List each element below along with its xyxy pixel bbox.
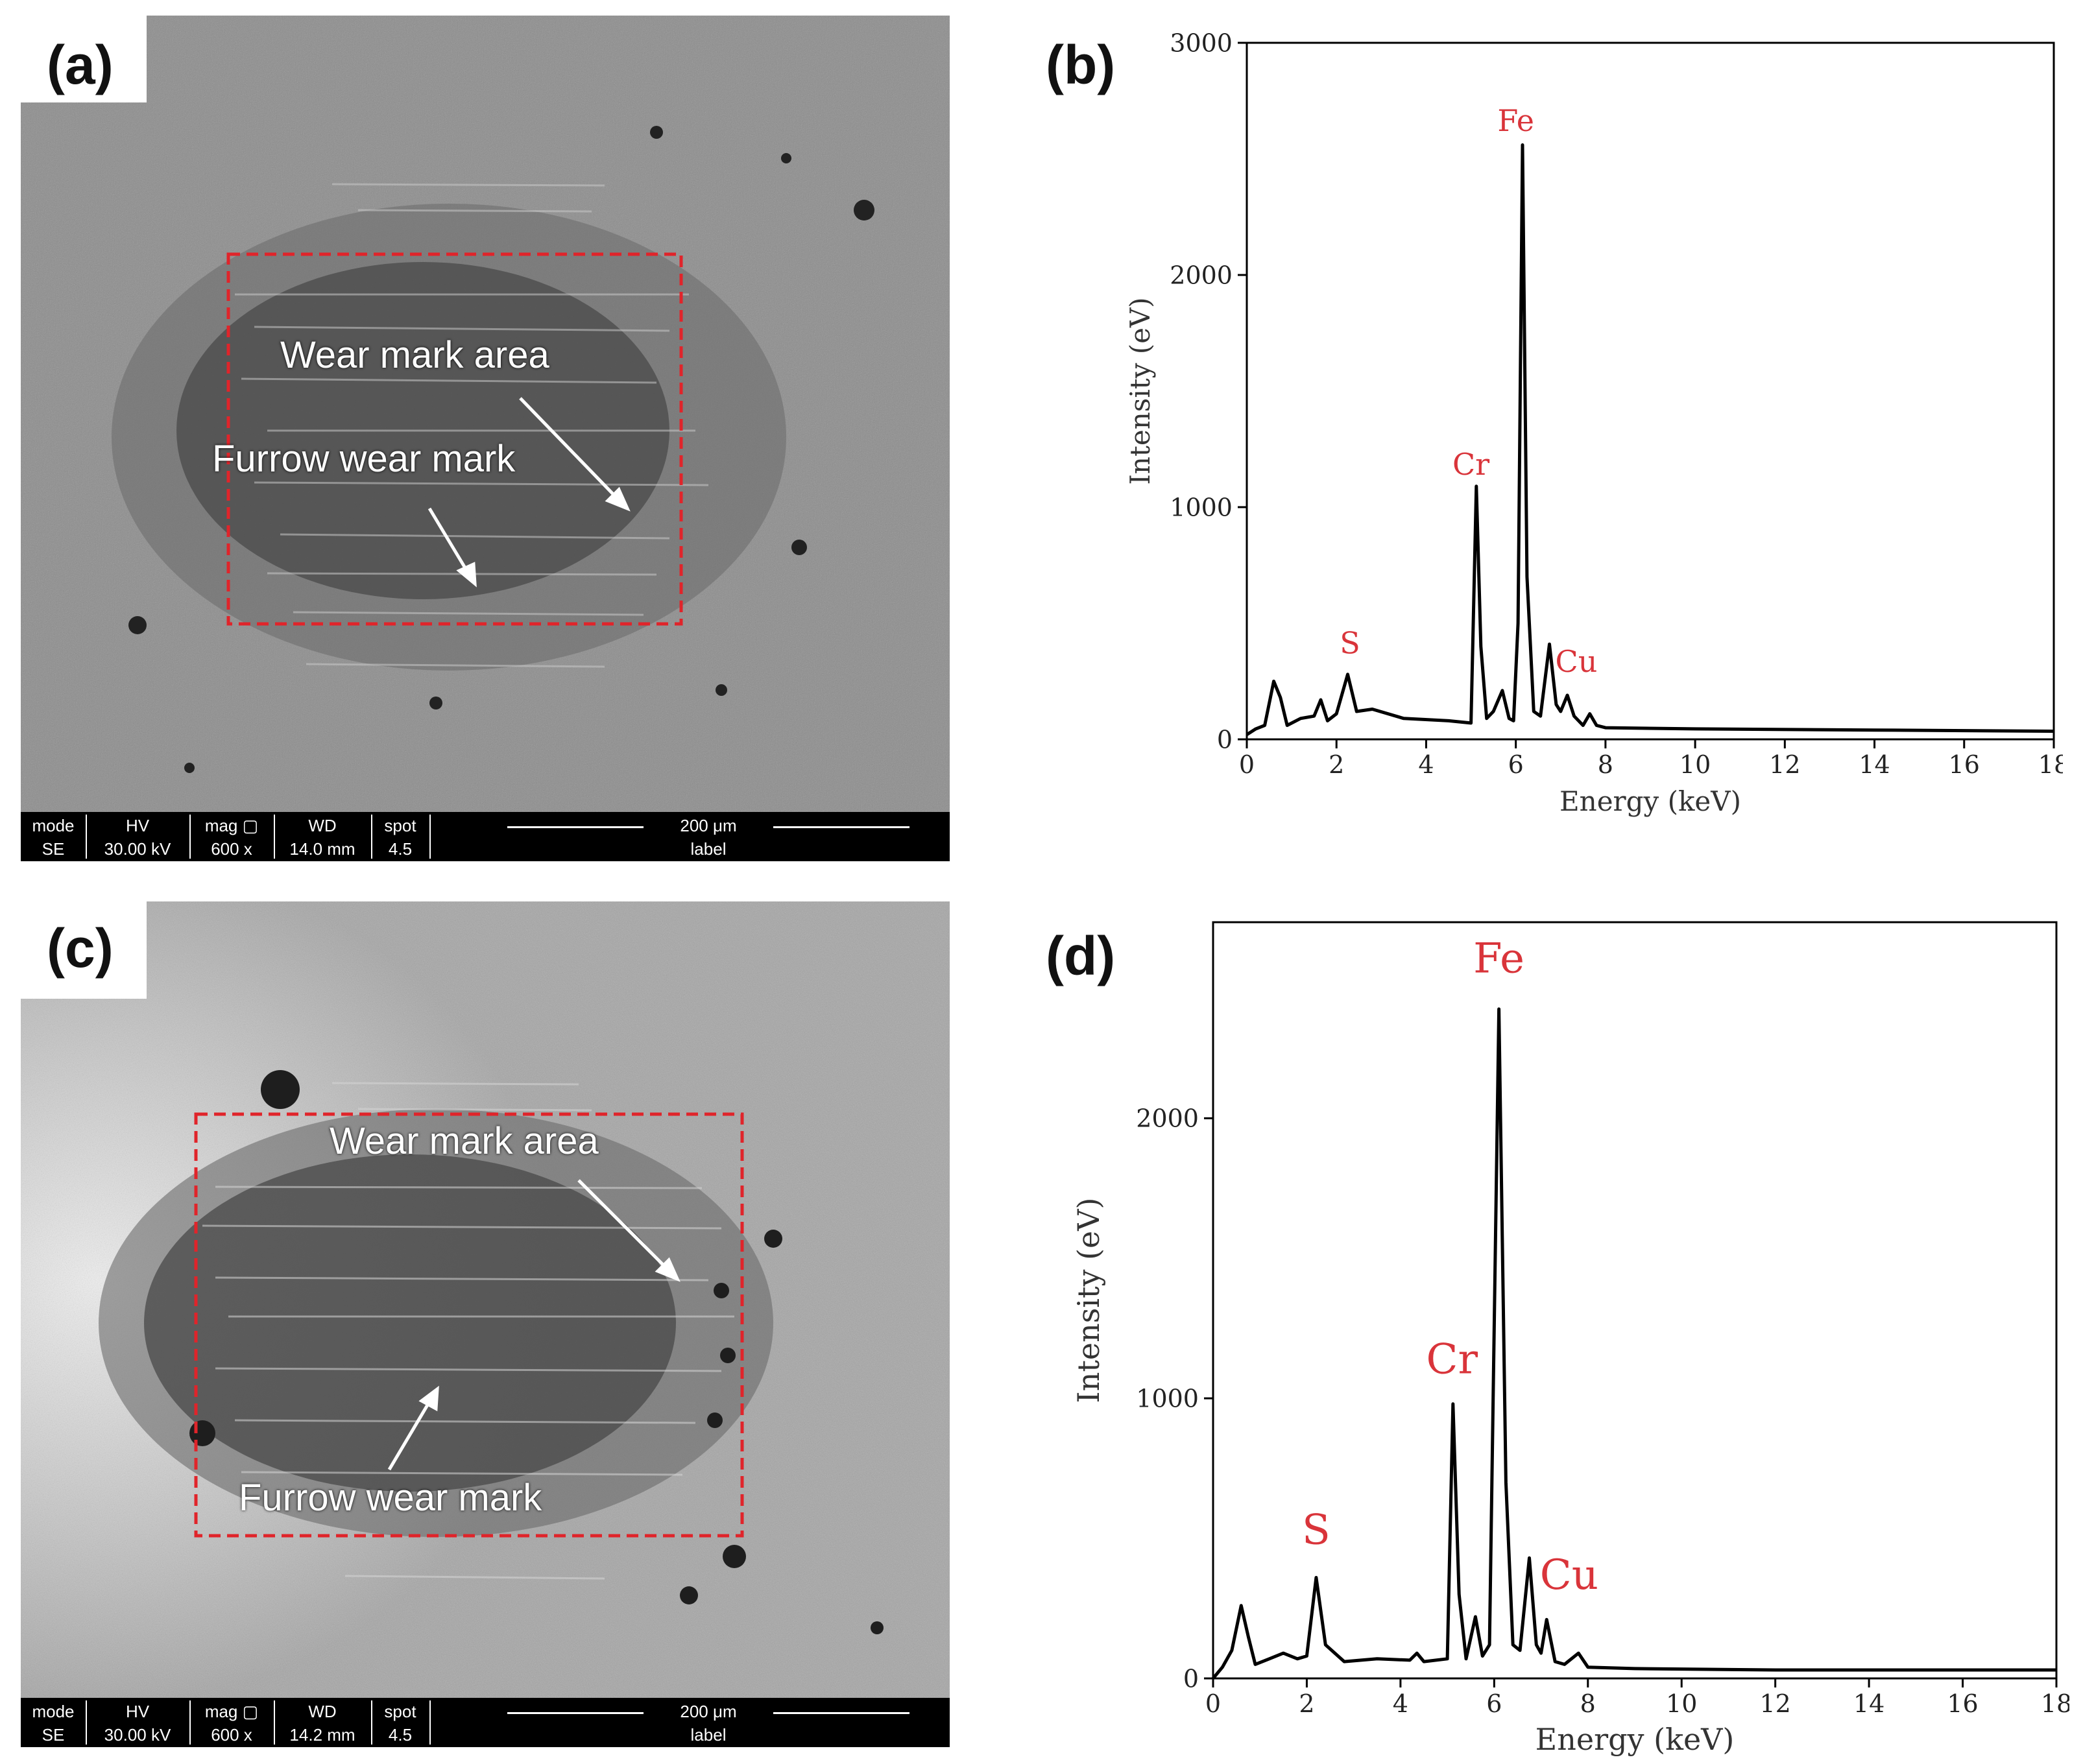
x-tick-label: 14 — [1853, 1689, 1884, 1718]
y-tick-label: 0 — [1183, 1664, 1199, 1693]
arrows-c — [387, 1179, 680, 1471]
x-tick-label: 16 — [1947, 1689, 1978, 1718]
x-tick-label: 8 — [1598, 750, 1613, 779]
databar-value-mode: SE — [42, 839, 65, 859]
peak-label-fe: Fe — [1473, 935, 1524, 983]
databar-divider — [371, 1700, 372, 1745]
x-tick-label: 0 — [1239, 750, 1255, 779]
x-tick-label: 18 — [2038, 750, 2063, 779]
plot-frame — [1246, 42, 2055, 741]
y-tick-label: 1000 — [1170, 493, 1233, 521]
y-tick-label: 2000 — [1136, 1104, 1199, 1133]
dashed-region-box-a — [226, 252, 683, 626]
x-axis-label: Energy (keV) — [1535, 1722, 1735, 1757]
databar-value-spot: 4.5 — [388, 839, 413, 859]
databar-divider — [371, 815, 372, 859]
x-tick-label: 2 — [1299, 1689, 1314, 1718]
peak-label-cr: Cr — [1452, 447, 1489, 482]
spectrum-line — [1212, 1007, 2056, 1680]
databar-header-hv: HV — [125, 816, 150, 835]
arrows-a — [427, 397, 631, 588]
furrow-wear-mark-label-c: Furrow wear mark — [239, 1477, 542, 1519]
databar-divider — [189, 1700, 191, 1745]
x-tick-label: 4 — [1418, 750, 1434, 779]
peak-label-cr: Cr — [1427, 1335, 1478, 1383]
sem-databar-a: mode HV mag ▢ WD spot SE 30.00 kV 600 x … — [21, 812, 950, 861]
databar-header-mode: mode — [32, 1702, 75, 1721]
x-tick-label: 6 — [1508, 750, 1524, 779]
x-tick-label: 2 — [1329, 750, 1344, 779]
sem-image-a: Wear mark area Furrow wear mark mode HV … — [21, 16, 950, 861]
x-tick-label: 10 — [1666, 1689, 1697, 1718]
databar-value-wd: 14.2 mm — [289, 1725, 355, 1745]
x-tick-label: 8 — [1580, 1689, 1596, 1718]
y-axis-label: Intensity (eV) — [1071, 1198, 1106, 1403]
y-axis-label: Intensity (eV) — [1124, 297, 1156, 484]
databar-label: label — [690, 839, 727, 859]
furrow-wear-mark-label-a: Furrow wear mark — [212, 438, 516, 480]
databar-value-hv: 30.00 kV — [104, 1725, 171, 1745]
x-tick-label: 6 — [1486, 1689, 1502, 1718]
x-tick-label: 12 — [1759, 1689, 1790, 1718]
peak-label-cu: Cu — [1540, 1551, 1598, 1599]
databar-header-spot: spot — [384, 816, 416, 835]
databar-header-mode: mode — [32, 816, 75, 835]
databar-value-mode: SE — [42, 1725, 65, 1745]
eds-spectrum-d-svg: 0 2 4 6 8 10 12 14 16 18 0 1000 2000 Energy (keV) Inte… — [1071, 921, 2069, 1757]
scale-bar-label: 200 μm — [644, 1702, 773, 1722]
x-tick-label: 16 — [1949, 750, 1980, 779]
panel-letter-c: (c) — [17, 895, 147, 999]
wear-mark-area-label-a: Wear mark area — [280, 334, 549, 376]
x-axis-label: Energy (keV) — [1559, 785, 1741, 817]
eds-spectrum-b-svg: 0 2 4 6 8 10 12 14 16 18 0 1000 2000 3000 Energy (keV)… — [1124, 29, 2063, 817]
panel-letter-a: (a) — [17, 12, 147, 102]
databar-header-spot: spot — [384, 1702, 416, 1721]
x-tick-label: 4 — [1393, 1689, 1408, 1718]
panel-letter-b: (b) — [1046, 34, 1116, 95]
databar-divider — [86, 1700, 87, 1745]
databar-value-hv: 30.00 kV — [104, 839, 171, 859]
wear-mark-area-label-c: Wear mark area — [330, 1120, 599, 1162]
peak-label-fe: Fe — [1497, 103, 1534, 138]
peak-label-cu: Cu — [1556, 644, 1598, 679]
sem-databar-c: mode HV mag ▢ WD spot SE 30.00 kV 600 x … — [21, 1698, 950, 1747]
x-tick-label: 18 — [2041, 1689, 2069, 1718]
peak-label-s: S — [1340, 626, 1360, 661]
databar-divider — [86, 815, 87, 859]
databar-header-mag: mag ▢ — [204, 816, 259, 835]
databar-header-mag: mag ▢ — [204, 1702, 259, 1721]
x-tick-label: 12 — [1769, 750, 1800, 779]
spectrum-line — [1246, 143, 2054, 736]
x-tick-label: 10 — [1680, 750, 1711, 779]
databar-value-wd: 14.0 mm — [289, 839, 355, 859]
databar-divider — [189, 815, 191, 859]
sem-image-c: Wear mark area Furrow wear mark mode HV … — [21, 901, 950, 1747]
eds-chart-b: 0 2 4 6 8 10 12 14 16 18 0 1000 2000 3000 Energy (keV)… — [1103, 13, 2063, 869]
databar-label: label — [690, 1725, 727, 1745]
databar-header-wd: WD — [308, 1702, 337, 1721]
y-tick-label: 1000 — [1136, 1384, 1199, 1412]
databar-value-mag: 600 x — [211, 1725, 252, 1745]
x-tick-label: 0 — [1205, 1689, 1221, 1718]
databar-divider — [274, 1700, 275, 1745]
sem-texture-c — [21, 901, 950, 1747]
databar-divider — [429, 1700, 431, 1745]
peak-label-s: S — [1302, 1507, 1330, 1555]
databar-value-spot: 4.5 — [388, 1725, 413, 1745]
plot-frame — [1212, 921, 2058, 1680]
eds-chart-d: 0 2 4 6 8 10 12 14 16 18 0 1000 2000 Energy (keV) Inte… — [1051, 908, 2069, 1758]
databar-divider — [274, 815, 275, 859]
dashed-region-box-c — [194, 1112, 744, 1538]
y-tick-label: 2000 — [1170, 261, 1233, 289]
y-tick-label: 0 — [1217, 725, 1233, 754]
databar-value-mag: 600 x — [211, 839, 252, 859]
databar-divider — [429, 815, 431, 859]
sem-texture-a — [21, 16, 950, 861]
y-tick-label: 3000 — [1170, 29, 1233, 57]
x-tick-label: 14 — [1859, 750, 1890, 779]
databar-header-wd: WD — [308, 816, 337, 835]
scale-bar-label: 200 μm — [644, 816, 773, 836]
databar-header-hv: HV — [125, 1702, 150, 1721]
panel-letter-d: (d) — [1046, 925, 1116, 986]
